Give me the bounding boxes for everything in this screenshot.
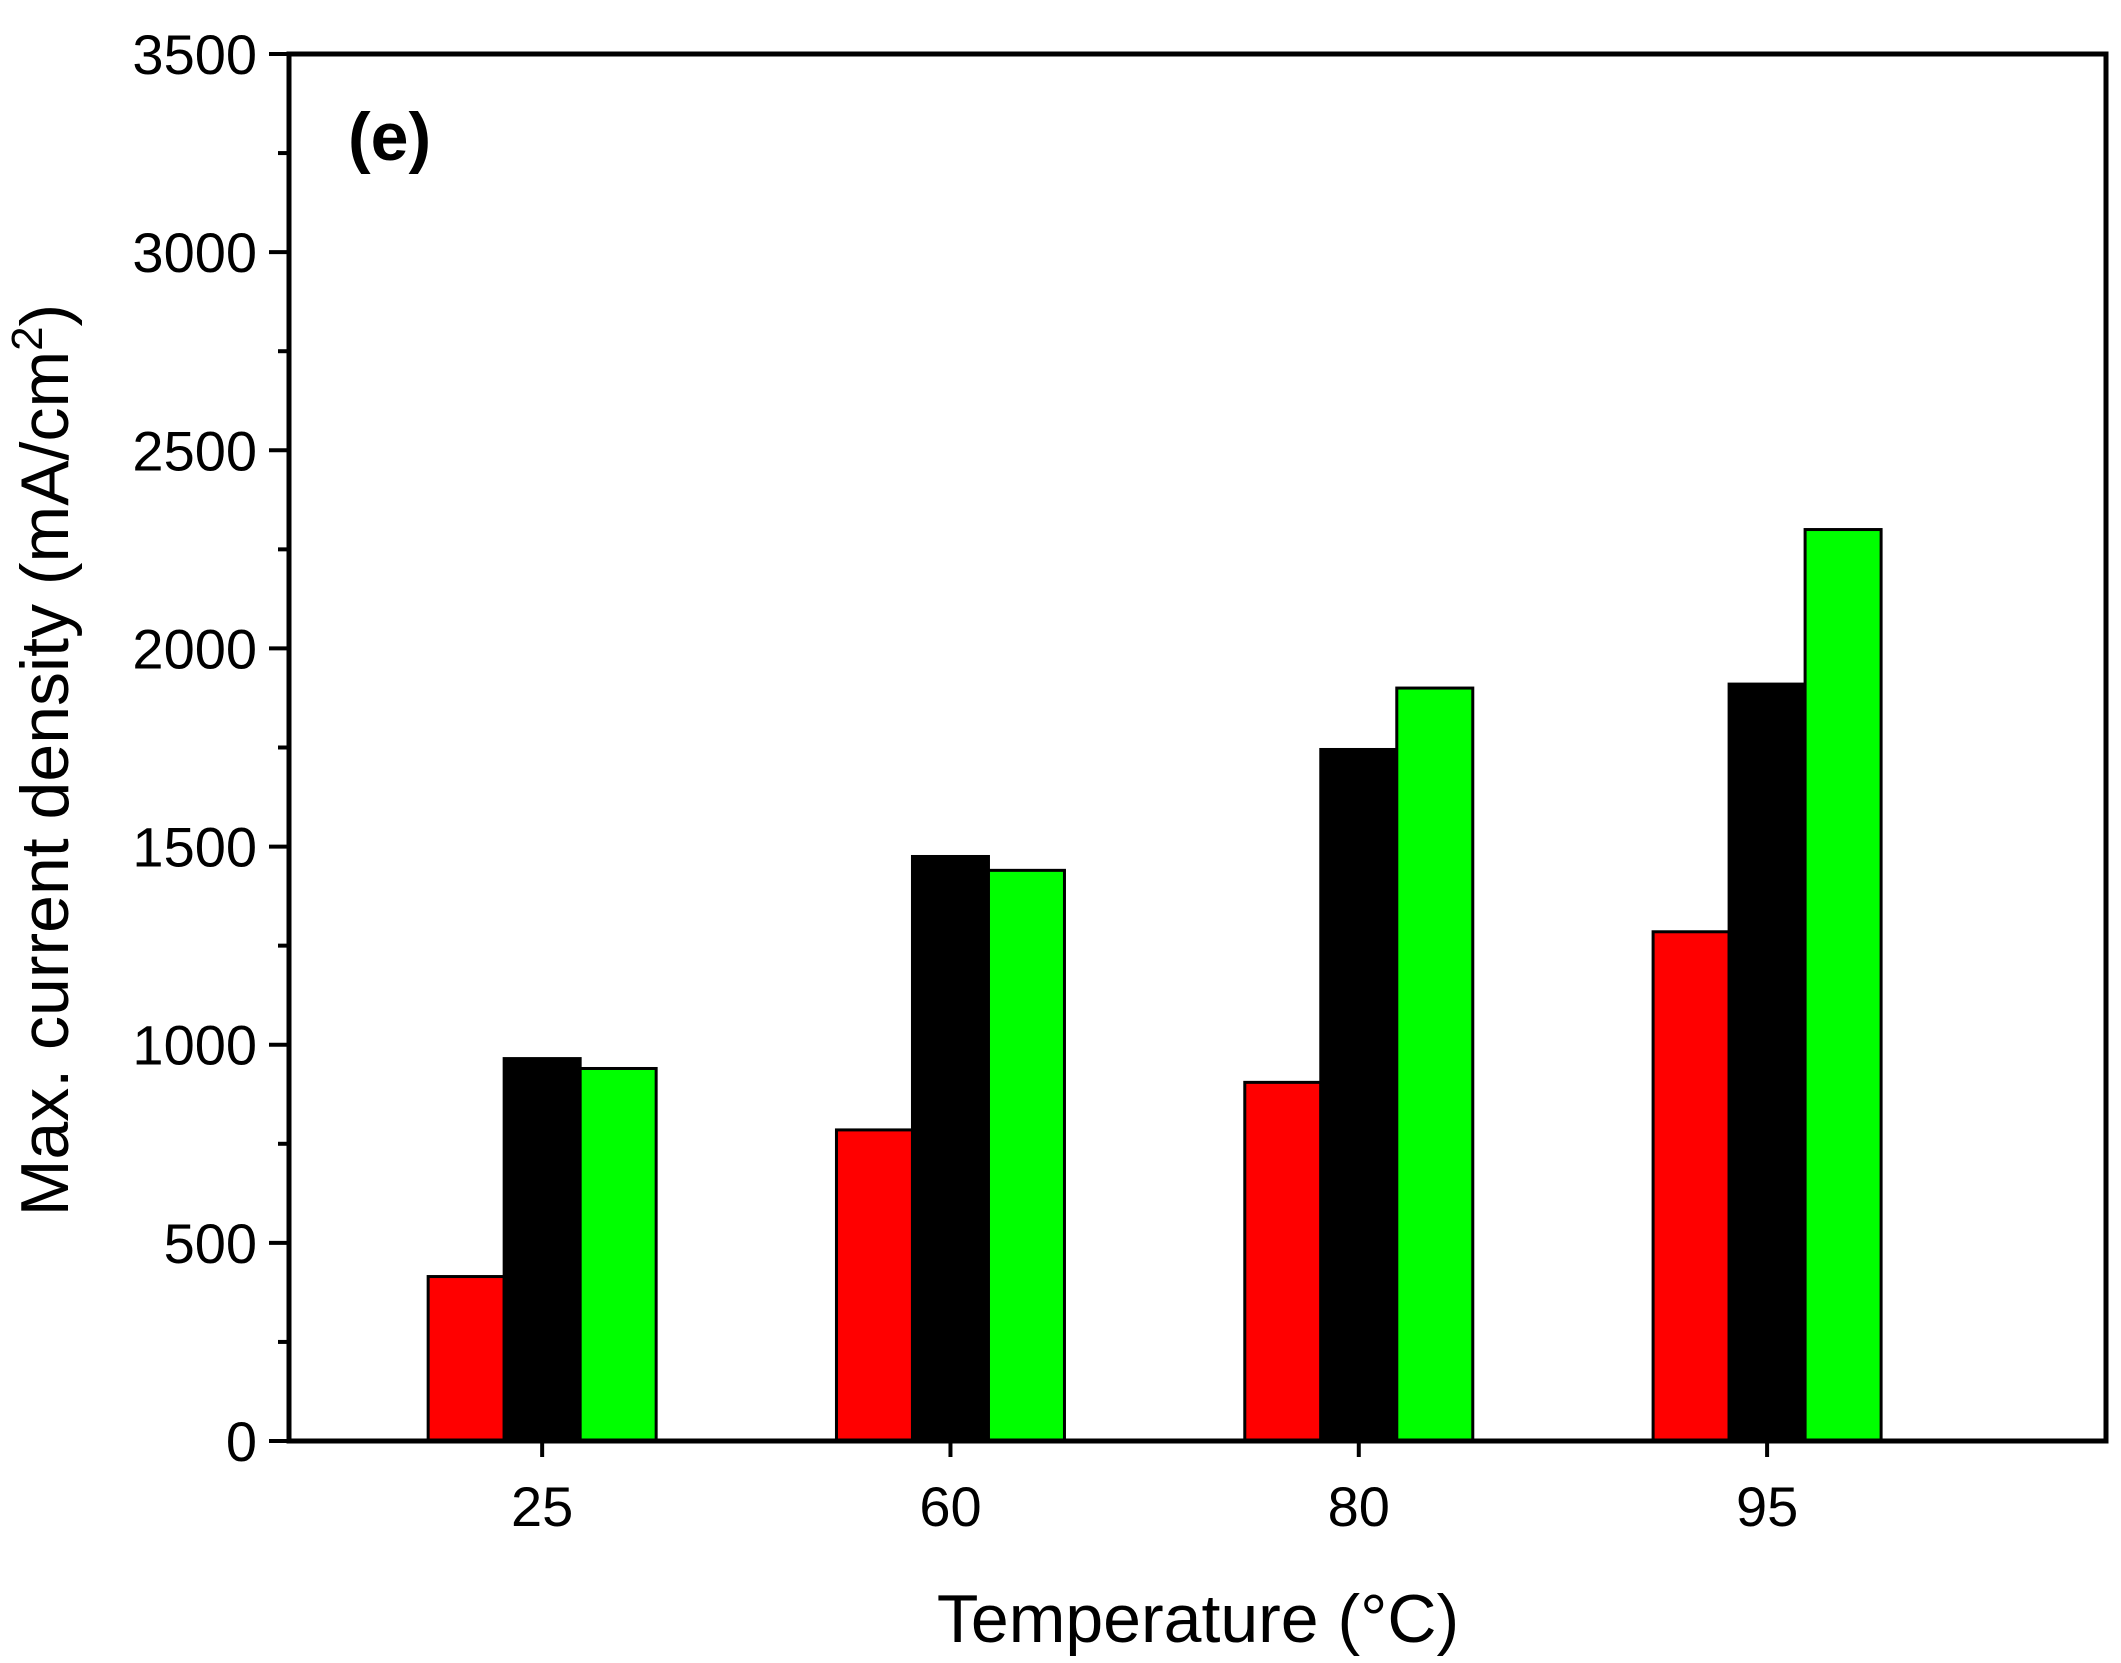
bar-series-red-25 (426, 1275, 506, 1443)
y-axis-title-main: Max. current density (mA/cm (7, 351, 83, 1216)
panel-label: (e) (348, 99, 431, 175)
y-tick-label-3500: 3500 (132, 23, 257, 86)
y-axis-title-end: ) (7, 304, 83, 327)
bar-series-black-80 (1319, 747, 1399, 1443)
y-tick-label-3000: 3000 (132, 221, 257, 284)
bar-series-green-80 (1395, 686, 1475, 1443)
bar-series-red-95 (1651, 930, 1731, 1443)
bar-series-green-60 (986, 868, 1066, 1443)
y-axis-title-superscript: 2 (3, 326, 52, 350)
y-tick-label-1000: 1000 (132, 1014, 257, 1077)
bar-series-red-60 (834, 1128, 914, 1443)
bar-series-black-25 (502, 1057, 582, 1443)
y-axis-title: Max. current density (mA/cm2) (3, 304, 83, 1216)
bars-group (426, 528, 1883, 1443)
axes-group: 25 60 80 95 0 500 1000 1500 2000 2500 3000 3500 (132, 23, 2109, 1538)
x-tick-label-95: 95 (1736, 1475, 1798, 1538)
x-tick-label-60: 60 (919, 1475, 981, 1538)
y-tick-label-1500: 1500 (132, 816, 257, 879)
bar-series-green-25 (578, 1066, 658, 1443)
bar-series-black-60 (910, 854, 990, 1443)
x-axis-title: Temperature (°C) (937, 1581, 1459, 1657)
y-tick-label-500: 500 (164, 1212, 257, 1275)
bar-series-green-95 (1803, 528, 1883, 1443)
x-tick-label-80: 80 (1328, 1475, 1390, 1538)
bar-series-red-80 (1243, 1080, 1323, 1443)
bar-series-black-95 (1727, 682, 1807, 1443)
y-tick-label-0: 0 (226, 1410, 257, 1473)
y-tick-label-2000: 2000 (132, 617, 257, 680)
x-tick-label-25: 25 (511, 1475, 573, 1538)
y-tick-label-2500: 2500 (132, 419, 257, 482)
